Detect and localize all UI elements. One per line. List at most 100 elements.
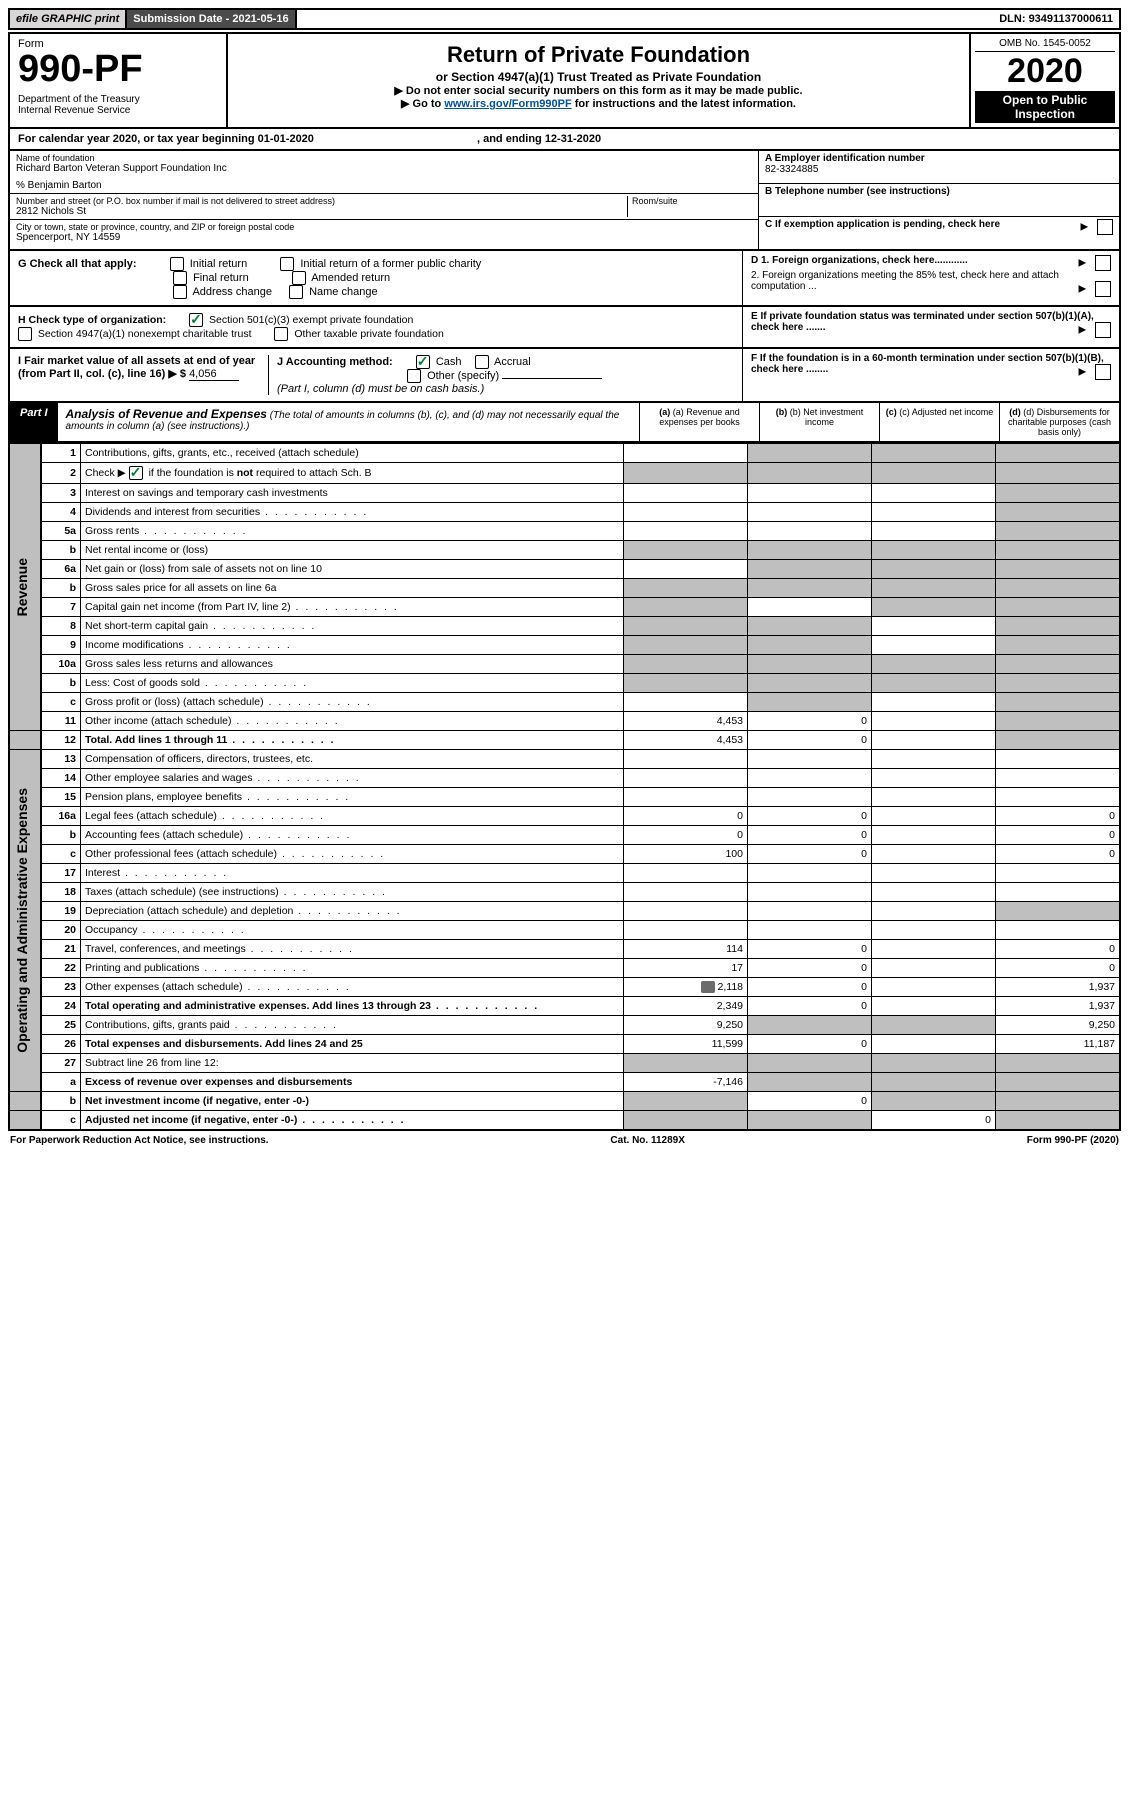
submission-date: Submission Date - 2021-05-16	[127, 10, 296, 28]
footer-center: Cat. No. 11289X	[610, 1135, 684, 1146]
line-2: Check ▶ if the foundation is not require…	[81, 463, 624, 484]
checkbox-e[interactable]	[1095, 322, 1111, 338]
exemption-pending-label: C If exemption application is pending, c…	[765, 219, 1000, 230]
form-number: 990-PF	[18, 50, 218, 88]
line-27a: Excess of revenue over expenses and disb…	[81, 1073, 624, 1092]
line-14: Other employee salaries and wages	[81, 769, 624, 788]
checkbox-other-taxable[interactable]	[274, 327, 288, 341]
checkbox-c[interactable]	[1097, 219, 1113, 235]
line-5b: Net rental income or (loss)	[81, 541, 624, 560]
attachment-icon[interactable]	[701, 981, 715, 993]
line-7: Capital gain net income (from Part IV, l…	[81, 598, 624, 617]
checkbox-d1[interactable]	[1095, 255, 1111, 271]
line-10c: Gross profit or (loss) (attach schedule)	[81, 693, 624, 712]
line-21: Travel, conferences, and meetings	[81, 940, 624, 959]
col-b-header: (b) (b) Net investment income	[759, 403, 879, 441]
checkbox-cash[interactable]	[416, 355, 430, 369]
line-20: Occupancy	[81, 921, 624, 940]
checkbox-501c3[interactable]	[189, 313, 203, 327]
line-12: Total. Add lines 1 through 11	[81, 731, 624, 750]
opex-side-label: Operating and Administrative Expenses	[14, 788, 30, 1053]
part1-title: Analysis of Revenue and Expenses	[66, 407, 267, 421]
line-25: Contributions, gifts, grants paid	[81, 1016, 624, 1035]
address-label: Number and street (or P.O. box number if…	[16, 196, 627, 206]
telephone-label: B Telephone number (see instructions)	[765, 186, 1113, 197]
ein-label: A Employer identification number	[765, 153, 1113, 164]
line-5a: Gross rents	[81, 522, 624, 541]
col-c-header: (c) (c) Adjusted net income	[879, 403, 999, 441]
line-23: Other expenses (attach schedule)	[81, 978, 624, 997]
line-8: Net short-term capital gain	[81, 617, 624, 636]
j-note: (Part I, column (d) must be on cash basi…	[277, 383, 734, 395]
line-19: Depreciation (attach schedule) and deple…	[81, 902, 624, 921]
tax-year: 2020	[975, 52, 1115, 91]
line-22: Printing and publications	[81, 959, 624, 978]
part1-table: Revenue 1Contributions, gifts, grants, e…	[8, 443, 1121, 1131]
checkbox-address-change[interactable]	[173, 285, 187, 299]
foundation-name: Richard Barton Veteran Support Foundatio…	[16, 163, 752, 174]
department: Department of the Treasury Internal Reve…	[18, 94, 218, 116]
checkbox-initial-return[interactable]	[170, 257, 184, 271]
form-header: Form 990-PF Department of the Treasury I…	[8, 32, 1121, 129]
line-13: Compensation of officers, directors, tru…	[81, 750, 624, 769]
checkbox-name-change[interactable]	[289, 285, 303, 299]
line-10a: Gross sales less returns and allowances	[81, 655, 624, 674]
section-h: H Check type of organization: Section 50…	[8, 307, 1121, 349]
section-ij: I Fair market value of all assets at end…	[8, 349, 1121, 403]
line-11: Other income (attach schedule)	[81, 712, 624, 731]
fmv-value: 4,056	[189, 368, 239, 381]
room-label: Room/suite	[632, 196, 752, 206]
d1-label: D 1. Foreign organizations, check here..…	[751, 255, 968, 266]
line-27: Subtract line 26 from line 12:	[81, 1054, 624, 1073]
section-g: G Check all that apply: Initial return I…	[8, 251, 1121, 307]
line-26: Total expenses and disbursements. Add li…	[81, 1035, 624, 1054]
checkbox-amended[interactable]	[292, 271, 306, 285]
line-15: Pension plans, employee benefits	[81, 788, 624, 807]
h-label: H Check type of organization:	[18, 314, 166, 326]
irs-link[interactable]: www.irs.gov/Form990PF	[444, 98, 571, 110]
line-3: Interest on savings and temporary cash i…	[81, 484, 624, 503]
e-label: E If private foundation status was termi…	[751, 311, 1094, 333]
line-17: Interest	[81, 864, 624, 883]
line-6a: Net gain or (loss) from sale of assets n…	[81, 560, 624, 579]
line-27c: Adjusted net income (if negative, enter …	[81, 1111, 624, 1131]
open-public-badge: Open to Public Inspection	[975, 91, 1115, 123]
efile-print-btn[interactable]: efile GRAPHIC print	[10, 10, 127, 28]
revenue-side-label: Revenue	[14, 558, 30, 616]
part1-header: Part I Analysis of Revenue and Expenses …	[8, 403, 1121, 443]
line-18: Taxes (attach schedule) (see instruction…	[81, 883, 624, 902]
dln: DLN: 93491137000611	[993, 10, 1119, 28]
checkbox-initial-former[interactable]	[280, 257, 294, 271]
part1-label: Part I	[10, 403, 58, 441]
note-ssn: ▶ Do not enter social security numbers o…	[234, 84, 963, 97]
checkbox-d2[interactable]	[1095, 281, 1111, 297]
care-of: % Benjamin Barton	[16, 180, 752, 191]
g-label: G Check all that apply:	[18, 258, 137, 270]
line-6b: Gross sales price for all assets on line…	[81, 579, 624, 598]
entity-info: Name of foundation Richard Barton Vetera…	[8, 151, 1121, 251]
line-16b: Accounting fees (attach schedule)	[81, 826, 624, 845]
line-9: Income modifications	[81, 636, 624, 655]
name-label: Name of foundation	[16, 153, 752, 163]
j-label: J Accounting method:	[277, 356, 393, 368]
checkbox-schb[interactable]	[129, 466, 143, 480]
line-10b: Less: Cost of goods sold	[81, 674, 624, 693]
checkbox-accrual[interactable]	[475, 355, 489, 369]
line-1: Contributions, gifts, grants, etc., rece…	[81, 444, 624, 463]
line-16a: Legal fees (attach schedule)	[81, 807, 624, 826]
checkbox-final-return[interactable]	[173, 271, 187, 285]
calendar-year-row: For calendar year 2020, or tax year begi…	[8, 129, 1121, 151]
col-a-header: (a) (a) Revenue and expenses per books	[639, 403, 759, 441]
line-24: Total operating and administrative expen…	[81, 997, 624, 1016]
city-label: City or town, state or province, country…	[16, 222, 752, 232]
checkbox-other-method[interactable]	[407, 369, 421, 383]
line-4: Dividends and interest from securities	[81, 503, 624, 522]
ein-value: 82-3324885	[765, 164, 1113, 175]
footer-right: Form 990-PF (2020)	[1027, 1135, 1119, 1146]
form-subtitle: or Section 4947(a)(1) Trust Treated as P…	[234, 70, 963, 84]
checkbox-f[interactable]	[1095, 364, 1111, 380]
top-bar: efile GRAPHIC print Submission Date - 20…	[8, 8, 1121, 30]
line-27b: Net investment income (if negative, ente…	[81, 1092, 624, 1111]
checkbox-4947[interactable]	[18, 327, 32, 341]
d2-label: 2. Foreign organizations meeting the 85%…	[751, 270, 1059, 292]
